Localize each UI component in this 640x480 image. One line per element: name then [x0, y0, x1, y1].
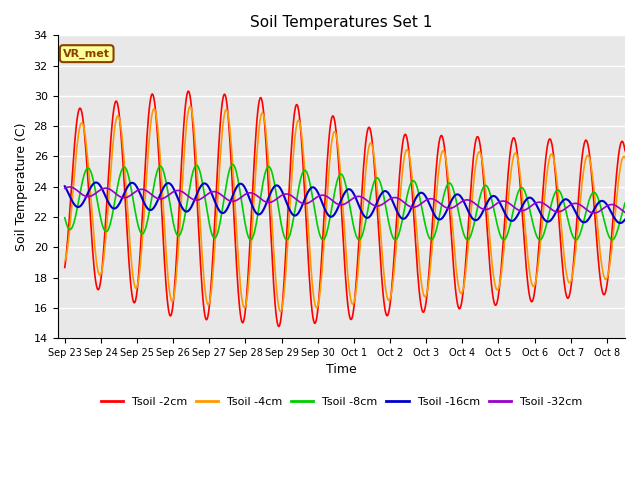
Tsoil -32cm — [140, 187, 148, 192]
Line: Tsoil -8cm: Tsoil -8cm — [65, 165, 625, 240]
Tsoil -4cm — [621, 155, 629, 161]
Tsoil -32cm — [63, 184, 71, 190]
Tsoil -2cm — [275, 324, 283, 329]
Tsoil -2cm — [61, 264, 68, 270]
Tsoil -4cm — [276, 309, 284, 314]
Tsoil -16cm — [61, 183, 68, 189]
Tsoil -8cm — [463, 237, 471, 243]
Tsoil -8cm — [301, 168, 308, 173]
Tsoil -32cm — [621, 210, 629, 216]
Tsoil -2cm — [621, 148, 629, 154]
Line: Tsoil -2cm: Tsoil -2cm — [65, 91, 625, 326]
Tsoil -16cm — [140, 200, 148, 205]
Line: Tsoil -32cm: Tsoil -32cm — [65, 187, 625, 213]
Tsoil -8cm — [621, 200, 629, 206]
Line: Tsoil -16cm: Tsoil -16cm — [65, 182, 625, 223]
X-axis label: Time: Time — [326, 363, 356, 376]
Tsoil -8cm — [61, 215, 68, 221]
Text: VR_met: VR_met — [63, 48, 110, 59]
Tsoil -2cm — [323, 172, 330, 178]
Tsoil -8cm — [140, 230, 147, 236]
Tsoil -4cm — [140, 225, 147, 231]
Y-axis label: Soil Temperature (C): Soil Temperature (C) — [15, 122, 28, 251]
Tsoil -16cm — [63, 188, 71, 193]
Tsoil -16cm — [322, 208, 330, 214]
Tsoil -32cm — [590, 210, 598, 216]
Title: Soil Temperatures Set 1: Soil Temperatures Set 1 — [250, 15, 433, 30]
Tsoil -2cm — [184, 88, 192, 94]
Tsoil -16cm — [301, 197, 308, 203]
Tsoil -2cm — [301, 202, 309, 208]
Tsoil -32cm — [65, 184, 73, 190]
Tsoil -32cm — [301, 201, 308, 206]
Tsoil -2cm — [465, 225, 472, 230]
Tsoil -4cm — [61, 258, 68, 264]
Legend: Tsoil -2cm, Tsoil -4cm, Tsoil -8cm, Tsoil -16cm, Tsoil -32cm: Tsoil -2cm, Tsoil -4cm, Tsoil -8cm, Tsoi… — [96, 392, 586, 411]
Tsoil -8cm — [477, 191, 485, 196]
Tsoil -16cm — [616, 220, 624, 226]
Tsoil -4cm — [301, 177, 309, 182]
Tsoil -4cm — [186, 104, 194, 109]
Tsoil -2cm — [140, 199, 147, 204]
Tsoil -16cm — [463, 206, 471, 212]
Tsoil -2cm — [63, 244, 71, 250]
Tsoil -4cm — [323, 204, 330, 209]
Tsoil -32cm — [463, 197, 471, 203]
Tsoil -16cm — [477, 212, 485, 218]
Tsoil -8cm — [322, 233, 330, 239]
Tsoil -8cm — [229, 162, 237, 168]
Tsoil -4cm — [465, 244, 472, 250]
Tsoil -8cm — [536, 237, 543, 243]
Tsoil -16cm — [92, 180, 99, 185]
Tsoil -32cm — [477, 205, 485, 211]
Line: Tsoil -4cm: Tsoil -4cm — [65, 107, 625, 312]
Tsoil -16cm — [621, 216, 629, 222]
Tsoil -2cm — [478, 156, 486, 161]
Tsoil -4cm — [478, 156, 486, 161]
Tsoil -32cm — [322, 193, 330, 199]
Tsoil -4cm — [63, 249, 71, 254]
Tsoil -32cm — [61, 185, 68, 191]
Tsoil -8cm — [63, 223, 71, 228]
